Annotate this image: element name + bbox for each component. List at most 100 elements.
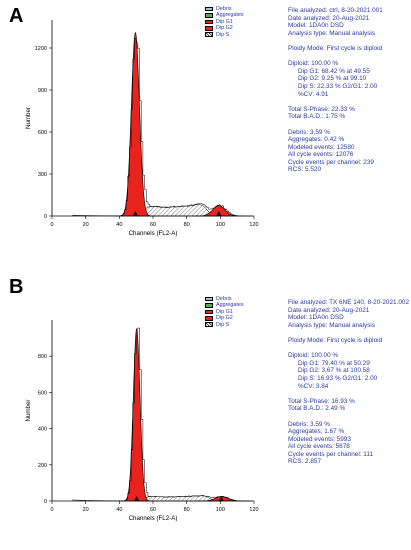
x-tick-label: 0 <box>50 222 53 228</box>
g1-peak-marker <box>132 211 138 216</box>
total-s-phase: Total S-Phase: 22.33 % <box>288 105 355 113</box>
analysis-type: Analysis type: Manual analysis <box>288 321 376 329</box>
legend-item: Debris <box>205 296 244 302</box>
y-tick-label: 600 <box>38 390 47 396</box>
legend-label: Aggregates <box>216 302 244 309</box>
y-tick-label: 0 <box>44 214 47 220</box>
legend-label: Debris <box>216 296 232 302</box>
legend-item: Dip G1 <box>205 19 244 25</box>
dip-g1-peak <box>119 328 154 502</box>
g2-peak-marker <box>218 496 224 501</box>
legend-label: Dip G1 <box>216 18 233 25</box>
x-tick-label: 80 <box>184 507 190 513</box>
legend-item: Dip G2 <box>205 25 244 31</box>
g2-peak-marker <box>216 211 222 216</box>
panel-letter: A <box>9 5 24 27</box>
legend-item: Dip S <box>205 32 244 38</box>
date-analyzed: Date analyzed: 20-Aug-2021 <box>288 306 370 314</box>
all-cycle-events: All cycle events: 12076 <box>288 151 354 159</box>
raw-histogram <box>72 38 253 217</box>
x-axis-label: Channels (FL2-A) <box>129 515 178 522</box>
ploidy-mode: Ploidy Mode: First cycle is diploid <box>288 44 383 52</box>
dip-g1-peak <box>114 31 156 217</box>
dip-g1: Dip G1: 68.42 % at 49.55 <box>298 67 370 75</box>
chart-legend: Debris Aggregates Dip G1 Dip G2 Dip S <box>205 296 244 328</box>
total-bad: Total B.A.D.: 1.75 % <box>288 113 346 121</box>
g1-peak-marker <box>134 496 140 501</box>
x-tick-label: 120 <box>249 222 258 228</box>
legend-item: Dip G2 <box>205 315 244 321</box>
y-axis-label: Number <box>25 107 32 129</box>
raw-histogram <box>72 327 253 502</box>
all-cycle-events: All cycle events: 5678 <box>288 443 350 451</box>
aggregates: Aggregates: 1.67 % <box>288 428 345 436</box>
legend-item: Debris <box>205 6 244 12</box>
y-tick-label: 400 <box>38 427 47 433</box>
x-tick-label: 20 <box>83 507 89 513</box>
x-tick-label: 100 <box>216 222 225 228</box>
legend-swatch <box>205 309 213 315</box>
debris: Debris: 3.59 % <box>288 420 330 428</box>
dip-g2: Dip G2: 3.67 % at 100.58 <box>298 367 370 375</box>
dip-s: Dip S: 16.93 % G2/G1: 2.00 <box>298 374 378 382</box>
diploid: Diploid: 100.00 % <box>288 60 339 68</box>
rcs: RCS: 2.857 <box>288 458 322 466</box>
legend-swatch <box>205 26 213 31</box>
y-tick-label: 300 <box>38 172 47 178</box>
legend-swatch <box>205 296 213 302</box>
model: Model: 1DA0n DSD <box>288 314 344 322</box>
legend-item: Dip S <box>205 322 244 328</box>
y-axis-label: Number <box>25 399 32 421</box>
x-tick-label: 80 <box>184 222 190 228</box>
chart-legend: Debris Aggregates Dip G1 Dip G2 Dip S <box>205 6 244 38</box>
legend-swatch <box>205 303 213 308</box>
dip-s: Dip S: 22.33 % G2/G1: 2.00 <box>298 82 378 90</box>
x-axis-label: Channels (FL2-A) <box>129 230 178 237</box>
legend-label: Dip S <box>216 321 230 328</box>
legend-swatch <box>205 6 213 12</box>
analysis-type: Analysis type: Manual analysis <box>288 29 376 37</box>
legend-swatch <box>205 19 213 25</box>
panel-b: B 0 200 400 600 800 0 20 40 60 80 100 120 Channels (… <box>0 275 411 550</box>
x-tick-label: 60 <box>150 507 156 513</box>
panel-a: A 0 300 600 900 1200 0 20 40 60 80 100 120 Channels … <box>9 5 383 237</box>
legend-label: Dip G2 <box>216 315 233 322</box>
total-s-phase: Total S-Phase: 16.93 % <box>288 397 355 405</box>
cv: %CV: 3.84 <box>298 382 329 390</box>
dip-g2: Dip G2: 9.25 % at 99.10 <box>298 75 367 83</box>
legend-item: Dip G1 <box>205 309 244 315</box>
model: Model: 1DA0n DSD <box>288 22 344 30</box>
legend-label: Debris <box>216 6 232 12</box>
cycle-events-per-channel: Cycle events per channel: 111 <box>288 450 374 458</box>
x-tick-label: 60 <box>150 222 156 228</box>
file-analyzed: File analyzed: ctrl, 8-20-2021.001 <box>288 7 383 14</box>
legend-label: Dip S <box>216 31 230 38</box>
modeled-events: Modeled events: 12580 <box>288 143 355 151</box>
y-tick-label: 200 <box>38 463 47 469</box>
panel-letter: B <box>9 276 24 298</box>
x-tick-label: 100 <box>216 507 225 513</box>
legend-label: Aggregates <box>216 12 244 19</box>
rcs: RCS: 5.520 <box>288 166 322 174</box>
histogram-chart: 0 200 400 600 800 0 20 40 60 80 100 120 Channels (FL… <box>25 320 259 522</box>
legend-swatch <box>205 316 213 321</box>
y-tick-label: 900 <box>38 88 47 94</box>
aggregates: Aggregates: 0.42 % <box>288 136 345 144</box>
date-analyzed: Date analyzed: 20-Aug-2021 <box>288 14 370 22</box>
histogram-chart: 0 300 600 900 1200 0 20 40 60 80 100 120 Channels (F… <box>25 20 259 237</box>
y-tick-label: 800 <box>38 354 47 360</box>
x-tick-label: 20 <box>83 222 89 228</box>
y-tick-label: 1200 <box>35 46 47 52</box>
legend-swatch <box>205 13 213 18</box>
dip-g1: Dip G1: 79.40 % at 50.29 <box>298 359 370 367</box>
x-tick-label: 40 <box>116 222 122 228</box>
y-tick-label: 0 <box>44 499 47 505</box>
analysis-stats: File analyzed: ctrl, 8-20-2021.001 Date … <box>288 7 383 174</box>
analysis-stats: File analyzed: TX 6NE 140, 8-20-2021.002… <box>288 299 409 466</box>
legend-item: Aggregates <box>205 12 244 18</box>
x-tick-label: 40 <box>116 507 122 513</box>
total-bad: Total B.A.D.: 2.49 % <box>288 405 346 413</box>
legend-label: Dip G1 <box>216 308 233 315</box>
cycle-events-per-channel: Cycle events per channel: 239 <box>288 158 374 166</box>
y-tick-label: 600 <box>38 130 47 136</box>
